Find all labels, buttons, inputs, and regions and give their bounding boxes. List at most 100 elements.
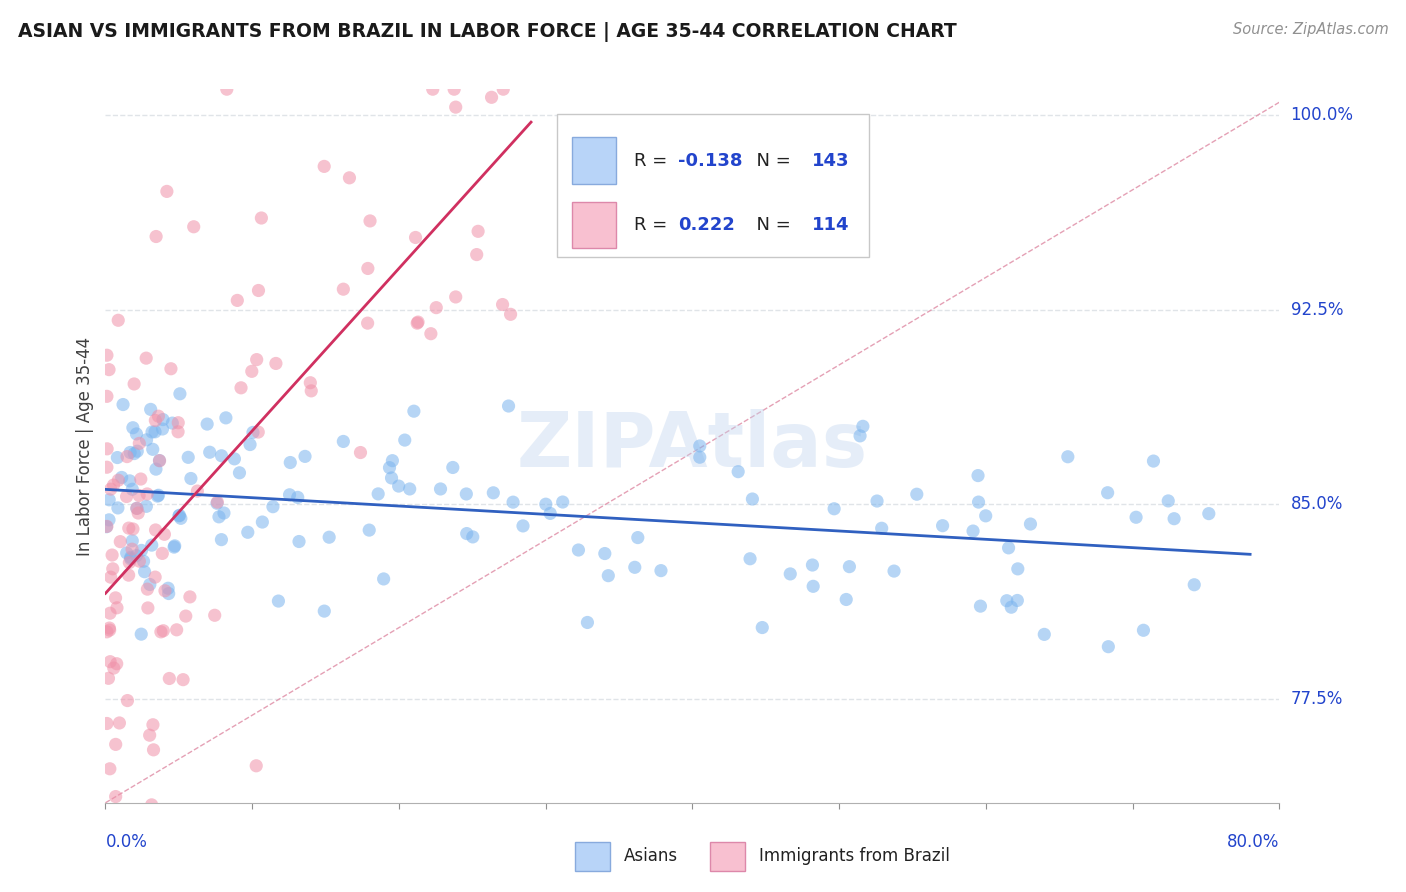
Point	[170, 511, 193, 525]
Point	[264, 356, 287, 370]
Point	[492, 82, 515, 96]
Text: Immigrants from Brazil: Immigrants from Brazil	[759, 847, 950, 865]
Point	[870, 521, 893, 535]
Point	[115, 546, 138, 560]
Point	[121, 533, 143, 548]
Point	[318, 530, 340, 544]
Point	[1157, 494, 1180, 508]
Point	[120, 552, 142, 566]
Point	[186, 484, 208, 499]
Point	[105, 600, 128, 615]
Point	[288, 534, 311, 549]
Point	[247, 425, 270, 439]
Point	[905, 487, 928, 501]
Point	[143, 570, 166, 584]
Point	[163, 540, 186, 554]
Point	[204, 608, 226, 623]
Point	[153, 527, 176, 541]
Point	[967, 468, 990, 483]
Point	[138, 728, 160, 742]
Point	[177, 450, 200, 465]
Point	[166, 623, 188, 637]
Point	[995, 593, 1018, 607]
Point	[118, 474, 141, 488]
Point	[110, 534, 132, 549]
Point	[100, 482, 122, 496]
Point	[332, 282, 354, 296]
Point	[134, 565, 156, 579]
Point	[98, 621, 121, 635]
Point	[103, 478, 125, 492]
Point	[96, 519, 118, 533]
Point	[101, 548, 124, 562]
Point	[128, 488, 150, 502]
Point	[481, 90, 503, 104]
Point	[357, 261, 380, 276]
Point	[593, 547, 616, 561]
Point	[128, 436, 150, 450]
Point	[156, 185, 179, 199]
Point	[226, 293, 249, 308]
Point	[425, 301, 447, 315]
Point	[132, 554, 155, 568]
Point	[482, 485, 505, 500]
Point	[835, 592, 858, 607]
Point	[96, 519, 118, 533]
Point	[146, 489, 169, 503]
Point	[1132, 624, 1154, 638]
Text: 143: 143	[813, 152, 849, 169]
Point	[122, 421, 145, 435]
Point	[402, 404, 425, 418]
Point	[111, 470, 134, 484]
Point	[135, 351, 157, 366]
Point	[962, 524, 984, 538]
Point	[148, 488, 170, 502]
Point	[104, 789, 127, 804]
Point	[98, 492, 121, 507]
Text: 77.5%: 77.5%	[1291, 690, 1343, 708]
Point	[551, 495, 574, 509]
Point	[967, 495, 990, 509]
Point	[103, 661, 125, 675]
Point	[598, 568, 620, 582]
Point	[107, 313, 129, 327]
Point	[98, 513, 121, 527]
Point	[152, 422, 174, 436]
Point	[974, 508, 997, 523]
Point	[689, 439, 711, 453]
Point	[115, 490, 138, 504]
Point	[115, 450, 138, 464]
Point	[1182, 578, 1205, 592]
Point	[145, 462, 167, 476]
Point	[534, 497, 557, 511]
Point	[150, 546, 173, 560]
FancyBboxPatch shape	[571, 202, 616, 248]
Point	[444, 100, 467, 114]
Point	[141, 425, 163, 439]
Text: R =: R =	[634, 152, 672, 169]
Point	[101, 562, 124, 576]
Point	[1019, 516, 1042, 531]
Point	[444, 290, 467, 304]
Point	[174, 609, 197, 624]
Point	[96, 348, 118, 362]
Point	[373, 572, 395, 586]
Point	[849, 429, 872, 443]
Y-axis label: In Labor Force | Age 35-44: In Labor Force | Age 35-44	[76, 336, 94, 556]
Point	[145, 229, 167, 244]
Point	[866, 494, 889, 508]
Point	[1198, 507, 1220, 521]
Point	[467, 224, 489, 238]
Point	[419, 326, 441, 341]
Point	[394, 433, 416, 447]
Point	[127, 444, 149, 458]
Point	[136, 487, 159, 501]
Point	[228, 466, 250, 480]
Point	[801, 558, 824, 572]
Text: 85.0%: 85.0%	[1291, 495, 1343, 514]
Point	[160, 361, 183, 376]
Point	[236, 525, 259, 540]
Point	[1142, 454, 1164, 468]
Point	[491, 297, 513, 311]
Text: ZIPAtlas: ZIPAtlas	[517, 409, 868, 483]
